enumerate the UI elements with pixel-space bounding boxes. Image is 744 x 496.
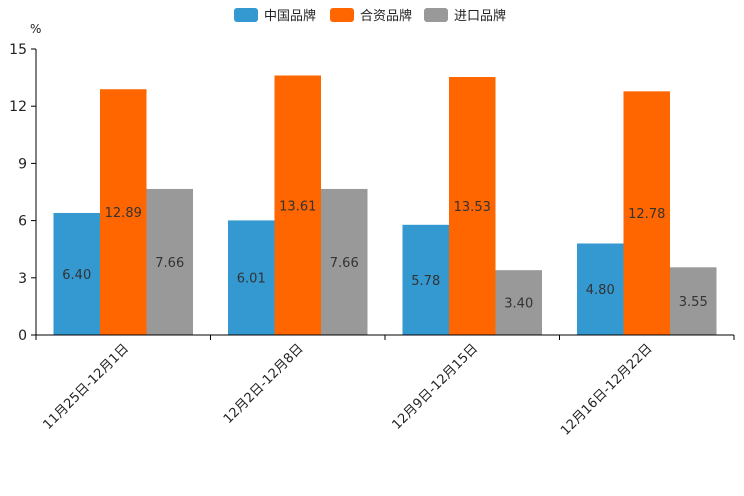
data-label: 13.61 bbox=[279, 199, 316, 214]
bar bbox=[670, 267, 717, 335]
data-label: 13.53 bbox=[454, 200, 491, 215]
x-tick-label: 11月25日-12月1日 bbox=[40, 341, 132, 433]
legend: 中国品牌 合资品牌 进口品牌 bbox=[234, 8, 506, 24]
legend-swatch bbox=[424, 8, 448, 22]
legend-label: 进口品牌 bbox=[454, 8, 506, 24]
bar bbox=[274, 75, 321, 335]
data-label: 6.40 bbox=[62, 268, 91, 283]
bar bbox=[146, 188, 193, 335]
y-axis: 0 3 6 9 12 15 bbox=[9, 42, 37, 344]
bar bbox=[321, 188, 368, 335]
y-tick-label: 3 bbox=[18, 271, 27, 287]
data-label: 7.66 bbox=[155, 256, 184, 271]
x-tick-label: 12月9日-12月15日 bbox=[389, 341, 481, 433]
y-tick-label: 9 bbox=[18, 156, 27, 172]
data-label: 12.89 bbox=[105, 206, 142, 221]
bar bbox=[53, 212, 100, 335]
legend-swatch bbox=[330, 8, 354, 22]
x-tick-label: 12月16日-12月22日 bbox=[558, 341, 655, 438]
bars: 6.40 12.89 7.66 6.01 13.61 7.66 5.78 13.53 3.40 4… bbox=[53, 75, 717, 335]
data-label: 7.66 bbox=[330, 256, 359, 271]
x-tick-label: 12月2日-12月8日 bbox=[221, 341, 307, 427]
data-label: 12.78 bbox=[628, 207, 665, 222]
bar bbox=[228, 220, 275, 335]
y-tick-label: 12 bbox=[9, 99, 27, 115]
bar bbox=[100, 89, 147, 335]
x-axis: 11月25日-12月1日 12月2日-12月8日 12月9日-12月15日 12月16… bbox=[35, 334, 735, 439]
legend-label: 合资品牌 bbox=[360, 8, 412, 24]
data-label: 5.78 bbox=[411, 274, 440, 289]
y-tick-label: 15 bbox=[9, 42, 27, 58]
data-label: 4.80 bbox=[586, 283, 615, 298]
y-axis-unit-label: % bbox=[30, 22, 41, 36]
bar bbox=[495, 270, 542, 335]
y-tick-label: 6 bbox=[18, 214, 27, 230]
bar bbox=[577, 243, 624, 335]
y-tick-label: 0 bbox=[18, 328, 27, 344]
data-label: 3.55 bbox=[679, 295, 708, 310]
data-label: 3.40 bbox=[504, 297, 533, 312]
data-label: 6.01 bbox=[237, 272, 266, 287]
legend-swatch bbox=[234, 8, 258, 22]
bar bbox=[623, 91, 670, 335]
legend-label: 中国品牌 bbox=[264, 8, 316, 24]
bar bbox=[402, 224, 449, 335]
bar bbox=[449, 77, 496, 335]
